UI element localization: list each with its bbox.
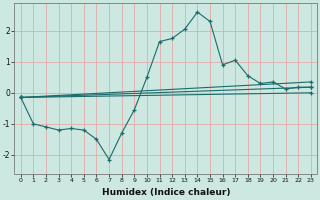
X-axis label: Humidex (Indice chaleur): Humidex (Indice chaleur): [101, 188, 230, 197]
